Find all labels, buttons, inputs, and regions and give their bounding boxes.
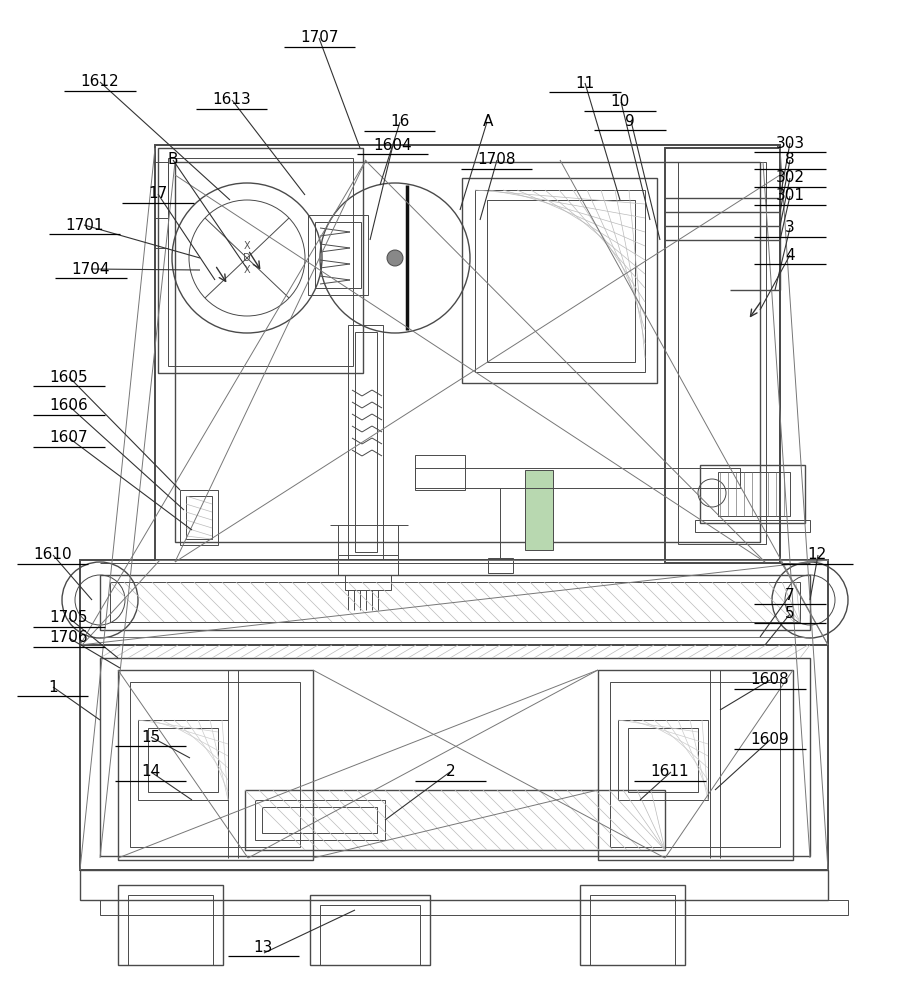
Text: 1606: 1606 <box>50 398 88 414</box>
Bar <box>320 905 420 965</box>
Text: 1609: 1609 <box>751 732 789 748</box>
Text: 3: 3 <box>785 221 794 235</box>
Circle shape <box>387 250 403 266</box>
Bar <box>308 215 368 295</box>
Bar <box>665 148 780 563</box>
Bar <box>590 895 675 965</box>
Text: 1: 1 <box>48 680 57 694</box>
Text: 16: 16 <box>390 114 410 129</box>
Bar <box>415 468 740 488</box>
Text: 1612: 1612 <box>81 75 119 90</box>
Bar <box>100 658 810 856</box>
Bar <box>80 560 828 645</box>
Bar <box>80 645 828 870</box>
Text: A: A <box>482 114 493 129</box>
Bar <box>525 470 553 550</box>
Bar <box>338 555 398 575</box>
Text: 1707: 1707 <box>301 30 339 45</box>
Text: 7: 7 <box>785 587 794 602</box>
Bar <box>262 807 377 833</box>
Text: 1608: 1608 <box>751 672 789 687</box>
Bar <box>130 682 300 847</box>
Bar <box>80 870 828 900</box>
Text: 302: 302 <box>775 170 804 186</box>
Bar <box>415 455 465 490</box>
Text: 1604: 1604 <box>373 137 411 152</box>
Bar <box>315 222 361 288</box>
Bar <box>700 465 805 523</box>
Bar <box>128 895 213 965</box>
Text: 8: 8 <box>785 152 794 167</box>
Bar <box>310 895 430 965</box>
Text: X
D
X: X D X <box>243 241 251 275</box>
Text: 2: 2 <box>446 764 455 780</box>
Text: 15: 15 <box>141 730 161 744</box>
Text: 9: 9 <box>626 113 635 128</box>
Text: 1605: 1605 <box>50 369 88 384</box>
Text: 1704: 1704 <box>72 261 110 276</box>
Bar <box>168 158 353 366</box>
Bar <box>695 520 810 532</box>
Bar <box>158 148 363 373</box>
Bar <box>175 162 760 542</box>
Bar <box>628 728 698 792</box>
Bar <box>110 582 800 622</box>
Text: 303: 303 <box>775 135 804 150</box>
Text: 14: 14 <box>141 764 161 780</box>
Bar <box>678 162 766 544</box>
Bar <box>348 325 383 560</box>
Bar <box>255 800 385 840</box>
Text: 12: 12 <box>807 547 827 562</box>
Text: 1607: 1607 <box>50 430 88 446</box>
Bar <box>718 472 790 516</box>
Text: 1708: 1708 <box>478 152 516 167</box>
Bar <box>488 558 513 573</box>
Text: 1705: 1705 <box>50 610 88 626</box>
Bar <box>598 670 793 860</box>
Bar <box>610 682 780 847</box>
Text: 10: 10 <box>610 95 630 109</box>
Bar <box>618 720 708 800</box>
Text: 1706: 1706 <box>50 631 88 646</box>
Text: 1610: 1610 <box>34 547 72 562</box>
Bar <box>580 885 685 965</box>
Text: 13: 13 <box>253 940 273 954</box>
Bar <box>180 490 218 545</box>
Bar <box>487 200 635 362</box>
Text: 17: 17 <box>148 186 168 202</box>
Bar <box>462 178 657 383</box>
Text: 4: 4 <box>785 247 794 262</box>
Bar <box>118 885 223 965</box>
Bar <box>155 145 780 560</box>
Text: 1613: 1613 <box>212 93 251 107</box>
Bar <box>475 190 645 372</box>
Bar <box>100 900 848 915</box>
Bar <box>355 332 377 552</box>
Bar <box>100 575 810 630</box>
Text: 1701: 1701 <box>65 218 104 232</box>
Bar <box>138 720 228 800</box>
Text: 1611: 1611 <box>651 764 689 780</box>
Bar <box>186 496 212 539</box>
Text: 11: 11 <box>575 76 595 91</box>
Text: B: B <box>167 152 178 167</box>
Bar <box>148 728 218 792</box>
Text: 301: 301 <box>775 188 804 204</box>
Text: 5: 5 <box>785 606 794 621</box>
Bar <box>345 575 391 590</box>
Bar <box>118 670 313 860</box>
Bar <box>245 790 665 850</box>
